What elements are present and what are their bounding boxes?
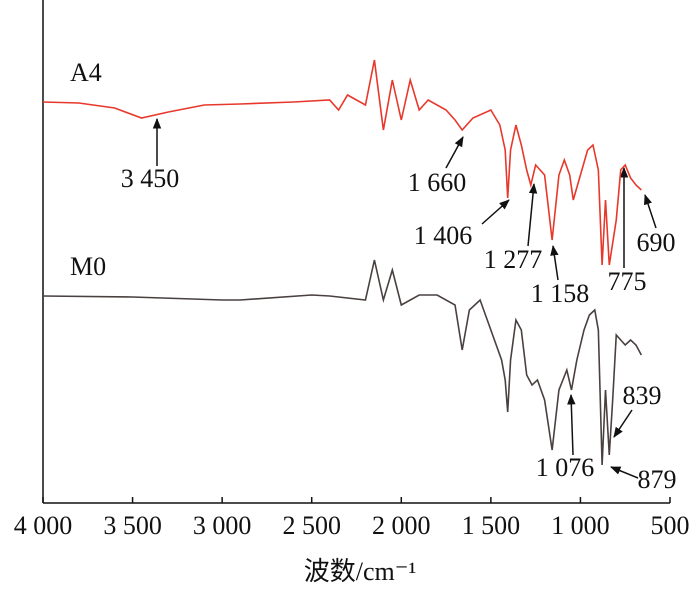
annotations: 3 450 1 660 1 406 1 277 1 158 775 690 1 … xyxy=(121,117,677,494)
arrow xyxy=(527,182,538,247)
x-tick-label: 2 500 xyxy=(282,511,341,540)
x-tick-label: 500 xyxy=(651,511,690,540)
arrow xyxy=(567,393,576,456)
x-tick-label: 3 500 xyxy=(103,511,162,540)
annotation: 775 xyxy=(608,267,647,296)
series-label: M0 xyxy=(70,252,106,281)
arrow xyxy=(613,409,633,438)
arrow xyxy=(445,136,464,169)
annotation: 690 xyxy=(637,228,676,257)
annotation: 3 450 xyxy=(121,164,180,193)
x-tick-label: 1 500 xyxy=(462,511,521,540)
series-label: A4 xyxy=(70,58,102,87)
arrow xyxy=(550,244,559,281)
arrow xyxy=(481,199,510,225)
arrow xyxy=(644,194,657,229)
annotation: 879 xyxy=(638,465,677,494)
arrow xyxy=(610,466,639,479)
series-line xyxy=(42,59,642,266)
x-tick-label: 1 000 xyxy=(551,511,610,540)
x-tick-label: 2 000 xyxy=(372,511,431,540)
annotation: 1 660 xyxy=(408,168,467,197)
x-tick-label: 3 000 xyxy=(193,511,252,540)
x-tick-label: 4 000 xyxy=(14,511,73,540)
annotation: 1 277 xyxy=(484,245,543,274)
annotation: 1 406 xyxy=(414,221,473,250)
annotation: 839 xyxy=(623,381,662,410)
annotation: 1 076 xyxy=(536,453,595,482)
annotation: 1 158 xyxy=(531,279,590,308)
x-axis-label: 波数/cm⁻¹ xyxy=(304,557,417,586)
series-line xyxy=(42,259,643,466)
